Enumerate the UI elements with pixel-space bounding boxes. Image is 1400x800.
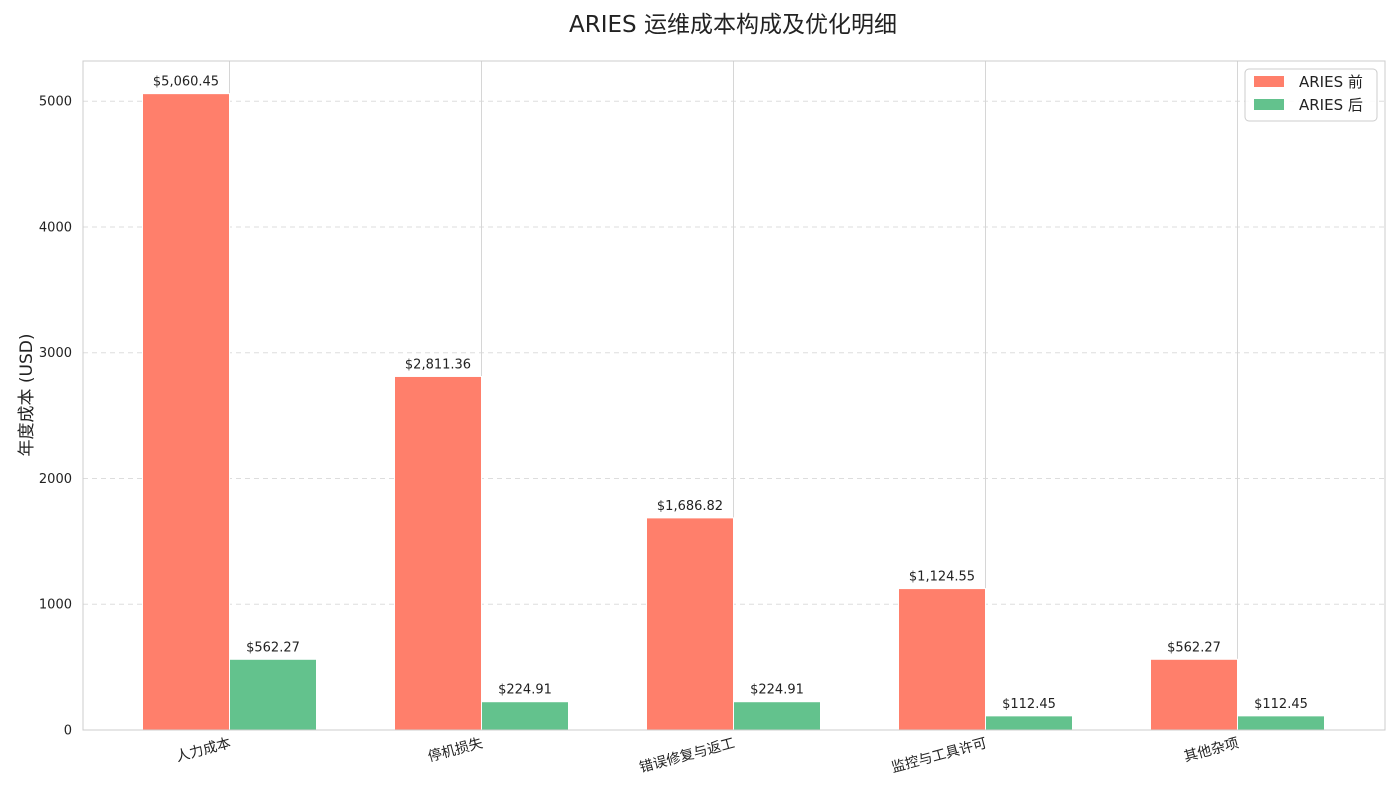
legend-label: ARIES 后 bbox=[1299, 96, 1363, 114]
bar-value-label: $224.91 bbox=[498, 683, 552, 698]
bar-value-label: $5,060.45 bbox=[153, 75, 219, 90]
y-tick-label: 4000 bbox=[39, 220, 72, 235]
bar-after bbox=[481, 701, 569, 731]
legend-swatch bbox=[1254, 99, 1284, 110]
chart-title: ARIES 运维成本构成及优化明细 bbox=[569, 12, 897, 38]
bar-value-label: $1,124.55 bbox=[909, 570, 975, 585]
y-tick-label: 3000 bbox=[39, 346, 72, 361]
legend-swatch bbox=[1254, 76, 1284, 87]
bar-value-label: $224.91 bbox=[750, 683, 804, 698]
bar-before bbox=[1150, 658, 1238, 731]
legend: ARIES 前 ARIES 后 bbox=[1244, 68, 1378, 122]
bar-after bbox=[985, 715, 1073, 731]
bar-after bbox=[229, 658, 317, 731]
bar-value-label: $1,686.82 bbox=[657, 499, 723, 514]
bar-after bbox=[1237, 715, 1325, 731]
bar-value-label: $112.45 bbox=[1002, 697, 1056, 712]
bar-value-label: $562.27 bbox=[246, 640, 300, 655]
bar-before bbox=[646, 517, 734, 731]
y-tick-label: 0 bbox=[64, 724, 72, 739]
bar-before bbox=[142, 93, 230, 731]
plot-frame bbox=[82, 60, 1386, 731]
bar-value-label: $2,811.36 bbox=[405, 357, 471, 372]
y-axis-label: 年度成本 (USD) bbox=[17, 334, 37, 457]
y-tick-label: 2000 bbox=[39, 472, 72, 487]
bar-value-label: $112.45 bbox=[1254, 697, 1308, 712]
bar-before bbox=[394, 375, 482, 731]
y-tick-label: 1000 bbox=[39, 598, 72, 613]
y-tick-label: 5000 bbox=[39, 95, 72, 110]
bar-after bbox=[733, 701, 821, 731]
bar-value-label: $562.27 bbox=[1167, 640, 1221, 655]
grid-lines bbox=[83, 61, 1385, 730]
bars bbox=[142, 93, 1325, 731]
legend-label: ARIES 前 bbox=[1299, 73, 1363, 91]
data-labels: $5,060.45 $2,811.36 $1,686.82 $1,124.55 $562… bbox=[153, 75, 1308, 712]
bar-before bbox=[898, 588, 986, 731]
